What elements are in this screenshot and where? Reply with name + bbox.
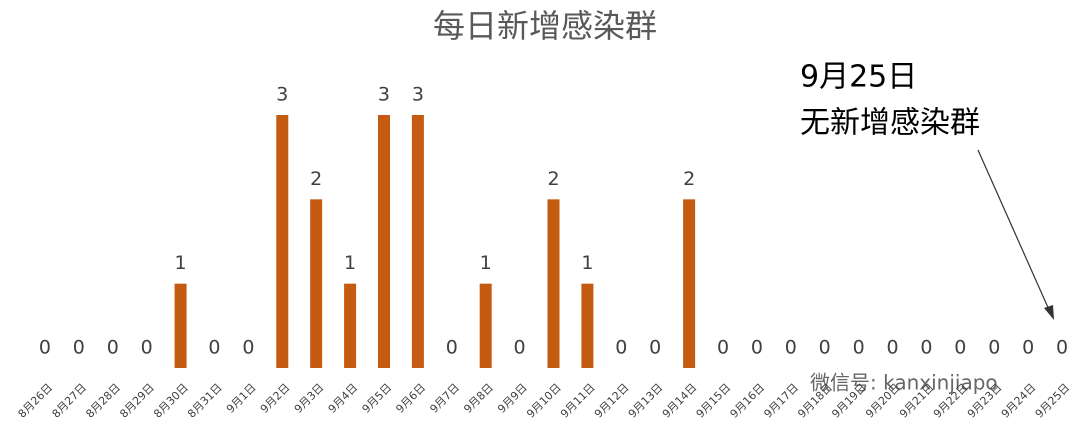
- bar: [310, 199, 323, 368]
- x-tick-label: 9月6日: [393, 381, 428, 416]
- value-label: 0: [1056, 337, 1068, 359]
- arrow-head: [1044, 305, 1054, 320]
- value-label: 0: [954, 337, 966, 359]
- bar: [683, 199, 696, 368]
- bar: [377, 115, 390, 368]
- x-tick-label: 9月2日: [258, 381, 293, 416]
- value-label: 0: [649, 337, 661, 359]
- value-label: 1: [480, 252, 492, 274]
- value-label: 1: [581, 252, 593, 274]
- x-tick-label: 9月8日: [461, 381, 496, 416]
- x-tick-label: 9月4日: [326, 381, 361, 416]
- value-label: 0: [446, 337, 458, 359]
- x-tick-label: 9月12日: [592, 381, 632, 421]
- value-label: 0: [242, 337, 254, 359]
- value-label: 0: [107, 337, 119, 359]
- arrow-line: [977, 149, 1051, 313]
- value-label: 0: [988, 337, 1000, 359]
- value-label: 0: [141, 337, 153, 359]
- bar: [276, 115, 289, 368]
- value-label: 2: [310, 168, 322, 190]
- annotation: 9月25日: [800, 60, 917, 95]
- bar: [479, 283, 492, 368]
- x-tick-label: 9月14日: [660, 381, 700, 421]
- value-label: 3: [378, 84, 390, 106]
- value-label: 0: [1022, 337, 1034, 359]
- x-tick-label: 8月26日: [16, 381, 56, 421]
- annotation: 无新增感染群: [800, 106, 980, 141]
- value-label: 0: [73, 337, 85, 359]
- chart-title: 每日新增感染群: [433, 7, 657, 45]
- x-tick-label: 9月17日: [761, 381, 801, 421]
- x-tick-label: 8月30日: [151, 381, 191, 421]
- x-tick-label: 9月3日: [292, 381, 327, 416]
- x-tick-label: 9月15日: [694, 381, 734, 421]
- value-label: 0: [920, 337, 932, 359]
- value-label: 0: [819, 337, 831, 359]
- x-tick-label: 9月10日: [524, 381, 564, 421]
- bar: [547, 199, 560, 368]
- x-tick-label: 9月5日: [360, 381, 395, 416]
- value-label: 0: [886, 337, 898, 359]
- x-tick-label: 8月31日: [185, 381, 225, 421]
- value-label: 2: [683, 168, 695, 190]
- value-label: 2: [547, 168, 559, 190]
- value-label: 3: [276, 84, 288, 106]
- x-tick-label: 9月24日: [999, 381, 1039, 421]
- value-label: 0: [853, 337, 865, 359]
- x-tick-label: 8月29日: [117, 381, 157, 421]
- value-label: 1: [344, 252, 356, 274]
- value-label: 1: [175, 252, 187, 274]
- value-label: 3: [412, 84, 424, 106]
- x-tick-label: 9月11日: [558, 381, 598, 421]
- x-tick-label: 9月16日: [728, 381, 768, 421]
- x-tick-label: 8月27日: [49, 381, 89, 421]
- value-label: 0: [39, 337, 51, 359]
- x-tick-label: 9月13日: [626, 381, 666, 421]
- bar: [344, 283, 357, 368]
- x-tick-label: 8月28日: [83, 381, 123, 421]
- value-label: 0: [785, 337, 797, 359]
- bar: [411, 115, 424, 368]
- watermark: 微信号: kanxinjiapo: [810, 371, 998, 395]
- value-label: 0: [615, 337, 627, 359]
- bar: [581, 283, 594, 368]
- value-label: 0: [717, 337, 729, 359]
- x-tick-label: 9月1日: [224, 381, 259, 416]
- x-tick-label: 9月7日: [427, 381, 462, 416]
- bar: [174, 283, 187, 368]
- x-tick-label: 9月25日: [1033, 381, 1073, 421]
- value-label: 0: [751, 337, 763, 359]
- value-label: 0: [514, 337, 526, 359]
- value-label: 0: [208, 337, 220, 359]
